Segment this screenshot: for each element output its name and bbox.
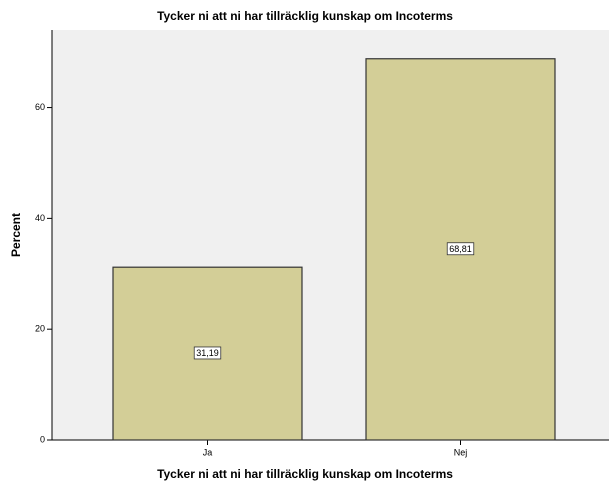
x-tick-label: Nej	[454, 447, 468, 457]
y-tick-label: 60	[35, 102, 45, 112]
y-tick-label: 20	[35, 324, 45, 334]
chart-title: Tycker ni att ni har tillräcklig kunskap…	[157, 9, 453, 23]
y-tick-label: 40	[35, 213, 45, 223]
value-label-box	[446, 242, 475, 256]
x-axis-label: Tycker ni att ni har tillräcklig kunskap…	[157, 467, 453, 481]
y-tick-label: 0	[40, 434, 45, 444]
x-tick-label: Ja	[203, 447, 213, 457]
value-label: 68,81	[449, 244, 472, 254]
value-label: 31,19	[196, 348, 219, 358]
value-label-box	[193, 346, 222, 360]
y-axis-label: Percent	[9, 213, 23, 257]
